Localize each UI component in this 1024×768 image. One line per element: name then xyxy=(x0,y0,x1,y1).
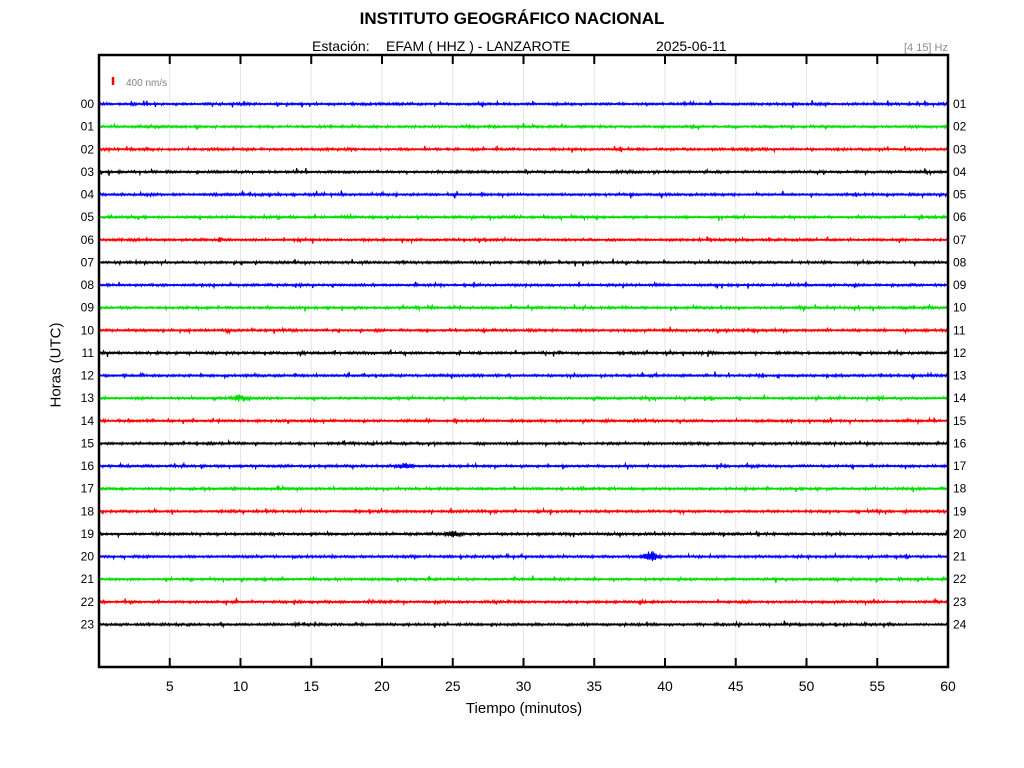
recording-date: 2025-06-11 xyxy=(656,38,727,54)
scale-bar-label: 400 nm/s xyxy=(126,78,167,89)
hour-label-right: 08 xyxy=(953,255,967,269)
hour-label-left: 07 xyxy=(81,255,95,269)
x-tick-label: 5 xyxy=(166,678,174,694)
hour-label-right: 01 xyxy=(953,97,967,111)
plot-frame xyxy=(97,53,950,669)
hour-label-left: 21 xyxy=(81,572,95,586)
hour-label-left: 23 xyxy=(81,617,95,631)
hour-label-right: 11 xyxy=(953,323,966,337)
hour-label-left: 13 xyxy=(81,391,95,405)
hour-label-left: 02 xyxy=(81,142,95,156)
x-tick-label: 35 xyxy=(586,678,602,694)
x-axis-label: Tiempo (minutos) xyxy=(465,700,583,717)
hour-label-left: 05 xyxy=(81,210,95,224)
hour-label-left: 09 xyxy=(81,301,95,315)
hour-label-right: 21 xyxy=(953,550,967,564)
hour-label-left: 22 xyxy=(81,595,95,609)
x-tick-label: 10 xyxy=(233,678,249,694)
grid xyxy=(169,55,878,667)
x-tick-label: 20 xyxy=(374,678,390,694)
x-tick-label: 45 xyxy=(728,678,744,694)
x-tick-label: 50 xyxy=(799,678,815,694)
hour-label-right: 02 xyxy=(953,120,967,134)
x-tick-label: 25 xyxy=(445,678,461,694)
hour-label-left: 10 xyxy=(81,323,95,337)
hour-label-right: 14 xyxy=(953,391,967,405)
hour-label-left: 03 xyxy=(81,165,95,179)
hour-label-left: 11 xyxy=(82,346,95,360)
hour-label-left: 04 xyxy=(81,188,95,202)
hour-label-left: 20 xyxy=(81,550,95,564)
x-tick-label: 55 xyxy=(869,678,885,694)
hour-label-right: 23 xyxy=(953,595,967,609)
hour-label-left: 19 xyxy=(81,527,95,541)
hour-label-left: 00 xyxy=(81,97,95,111)
hour-label-left: 06 xyxy=(81,233,95,247)
hour-label-left: 15 xyxy=(81,436,95,450)
hour-label-right: 09 xyxy=(953,278,967,292)
filter-band: [4 15] Hz xyxy=(903,42,948,54)
station-label: Estación: xyxy=(312,38,370,54)
hour-label-left: 12 xyxy=(81,369,95,383)
hour-label-right: 19 xyxy=(953,504,967,518)
hour-label-right: 18 xyxy=(953,482,967,496)
traces xyxy=(98,99,949,629)
hour-label-right: 07 xyxy=(953,233,967,247)
hour-label-right: 15 xyxy=(953,414,967,428)
hour-label-right: 24 xyxy=(953,617,967,631)
hour-label-left: 01 xyxy=(81,120,95,134)
hour-label-right: 05 xyxy=(953,188,967,202)
station-name: EFAM ( HHZ ) - LANZAROTE xyxy=(386,38,571,54)
hour-label-right: 12 xyxy=(953,346,967,360)
x-tick-label: 40 xyxy=(657,678,673,694)
hour-label-right: 06 xyxy=(953,210,967,224)
hour-label-left: 16 xyxy=(81,459,95,473)
x-tick-label: 30 xyxy=(516,678,532,694)
hour-label-right: 17 xyxy=(953,459,967,473)
axis-labels: 00 01 01 02 02 03 03 04 04 05 05 06 06 07 07 08 08 09 09 10… xyxy=(81,77,967,694)
hour-label-left: 17 xyxy=(81,482,95,496)
hour-label-right: 03 xyxy=(953,142,967,156)
hour-label-right: 20 xyxy=(953,527,967,541)
hour-label-left: 08 xyxy=(81,278,95,292)
x-tick-label: 60 xyxy=(940,678,956,694)
page-title: INSTITUTO GEOGRÁFICO NACIONAL xyxy=(359,9,665,28)
hour-label-right: 22 xyxy=(953,572,967,586)
hour-label-left: 14 xyxy=(81,414,95,428)
hour-label-left: 18 xyxy=(81,504,95,518)
hour-label-right: 04 xyxy=(953,165,967,179)
hour-label-right: 16 xyxy=(953,436,967,450)
x-tick-label: 15 xyxy=(303,678,319,694)
hour-label-right: 13 xyxy=(953,369,967,383)
hour-label-right: 10 xyxy=(953,301,967,315)
